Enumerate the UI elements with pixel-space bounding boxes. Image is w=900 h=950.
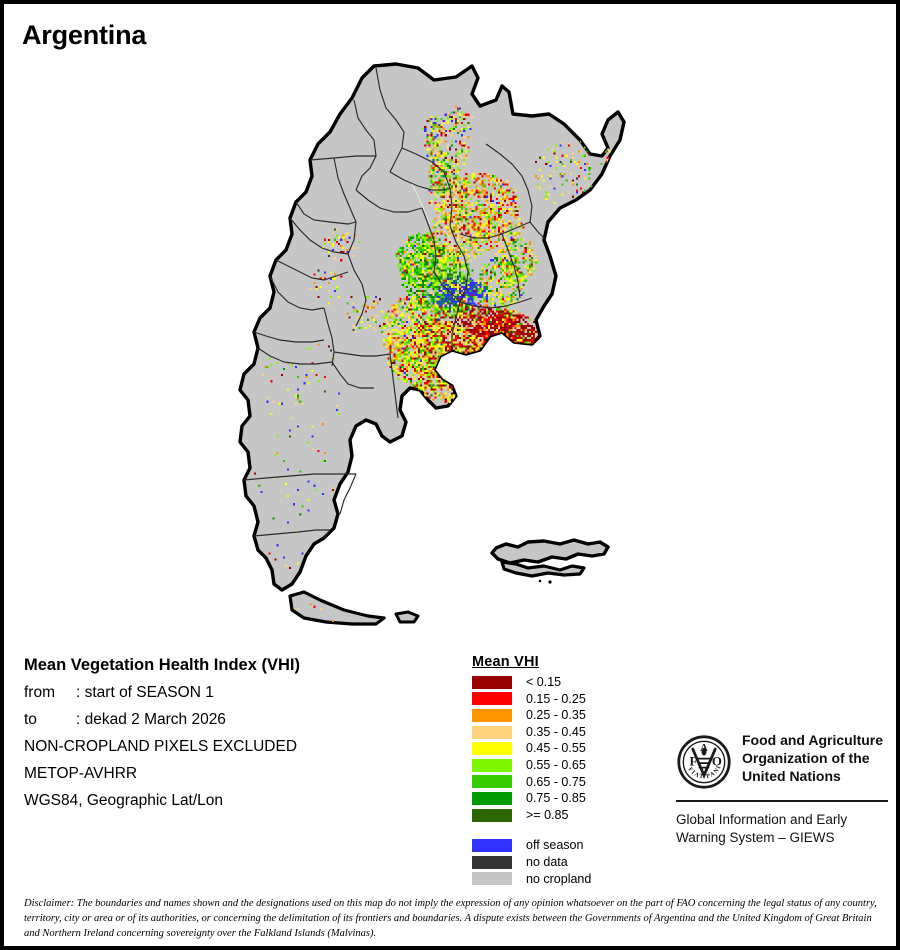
caption-from-key: from [24,684,55,701]
caption-title: Mean Vegetation Health Index (VHI) [24,656,300,674]
map-disclaimer: Disclaimer: The boundaries and names sho… [24,898,877,939]
legend-special-row: no cropland [472,871,652,888]
giews-line-1: Global Information and Early [676,812,848,827]
legend-class-row: 0.55 - 0.65 [472,757,652,774]
legend-special-swatch [472,855,512,869]
map-caption: Mean Vegetation Health Index (VHI) from:… [24,656,454,819]
caption-to-row: to : dekad 2 March 2026 [24,711,454,729]
map-province-boundaries [243,67,547,539]
caption-from-row: from : start of SEASON 1 [24,684,454,702]
legend-class-label: 0.55 - 0.65 [526,758,586,773]
fao-header: F A O FIAT PANIS Food and Agriculture Or… [676,732,888,790]
legend-class-swatch [472,742,512,756]
legend-class-swatch [472,808,512,822]
legend-class-swatch [472,725,512,739]
fao-logo-icon: F A O FIAT PANIS [676,734,731,789]
fao-name-line-3: United Nations [742,767,841,784]
fao-divider [676,800,888,802]
legend-spacer [472,823,652,837]
legend-class-row: >= 0.85 [472,807,652,824]
fao-branding: F A O FIAT PANIS Food and Agriculture Or… [676,732,888,847]
caption-non-cropland-note: NON-CROPLAND PIXELS EXCLUDED [24,738,298,755]
fao-organization-name: Food and Agriculture Organization of the… [742,732,883,786]
fao-logo-letter-a: A [700,743,708,754]
map-falkland-islands [490,538,610,584]
legend-special-label: no cropland [526,871,592,886]
legend-class-swatch [472,775,512,789]
legend-class-row: 0.65 - 0.75 [472,774,652,791]
legend-special-row: no data [472,854,652,871]
legend-class-swatch [472,791,512,805]
giews-line-2: Warning System – GIEWS [676,829,835,845]
legend-class-label: >= 0.85 [526,807,569,822]
map-land-tierra-del-fuego [288,590,420,626]
map-legend: Mean VHI < 0.15 0.15 - 0.25 0.25 - 0.35 0.3… [472,654,652,887]
legend-class-label: 0.45 - 0.55 [526,741,586,756]
legend-class-row: 0.25 - 0.35 [472,707,652,724]
fao-name-line-1: Food and Agriculture [742,732,884,748]
legend-special-label: no data [526,854,568,869]
legend-class-row: 0.75 - 0.85 [472,790,652,807]
legend-class-row: < 0.15 [472,674,652,691]
legend-special-swatch [472,872,512,886]
legend-class-label: < 0.15 [526,675,562,690]
caption-projection: WGS84, Geographic Lat/Lon [24,792,224,809]
legend-class-swatch [472,675,512,689]
legend-class-list: < 0.15 0.15 - 0.25 0.25 - 0.35 0.35 - 0.45 0… [472,674,652,823]
legend-class-label: 0.25 - 0.35 [526,708,586,723]
legend-class-row: 0.45 - 0.55 [472,740,652,757]
legend-class-label: 0.65 - 0.75 [526,774,586,789]
map-inner-detail [411,183,457,257]
caption-from-value: : start of SEASON 1 [76,684,214,701]
caption-to-key: to [24,711,37,728]
argentina-map-svg[interactable] [4,44,896,644]
caption-to-value: : dekad 2 March 2026 [76,711,226,728]
fao-logo-letter-o: O [712,754,722,768]
legend-special-label: off season [526,838,584,853]
legend-class-swatch [472,692,512,706]
legend-title: Mean VHI [472,654,539,670]
giews-subtitle: Global Information and Early Warning Sys… [676,811,888,847]
legend-class-label: 0.75 - 0.85 [526,791,586,806]
page-title: Argentina [22,20,147,50]
legend-class-label: 0.35 - 0.45 [526,724,586,739]
legend-class-swatch [472,758,512,772]
legend-special-row: off season [472,837,652,854]
legend-class-row: 0.15 - 0.25 [472,691,652,708]
fao-name-line-2: Organization of the [742,749,870,766]
legend-special-list: off season no data no cropland [472,837,652,887]
fao-logo-letter-f: F [689,754,697,768]
legend-class-label: 0.15 - 0.25 [526,691,586,706]
caption-sensor: METOP-AVHRR [24,765,138,782]
map-canvas[interactable] [4,44,896,644]
legend-class-swatch [472,708,512,722]
legend-class-row: 0.35 - 0.45 [472,724,652,741]
legend-special-swatch [472,839,512,853]
